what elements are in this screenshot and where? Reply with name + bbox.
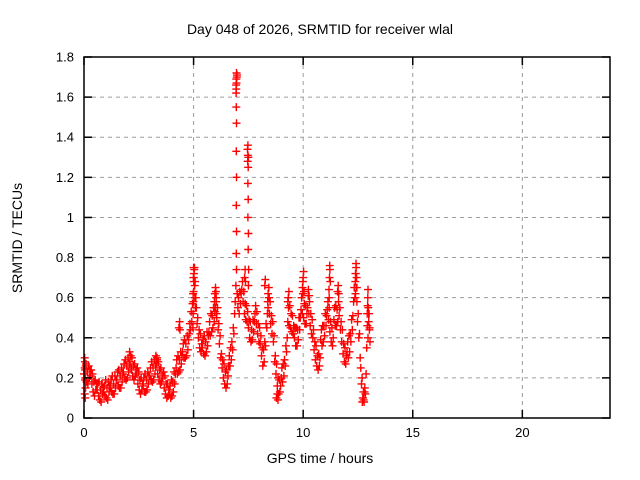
y-tick-label: 1 xyxy=(67,210,74,225)
x-tick-label: 5 xyxy=(190,425,197,440)
y-tick-label: 0.8 xyxy=(56,250,74,265)
y-tick-label: 0.6 xyxy=(56,290,74,305)
y-tick-label: 0.2 xyxy=(56,370,74,385)
y-tick-label: 0 xyxy=(67,411,74,426)
scatter-points xyxy=(80,69,374,406)
y-tick-label: 1.8 xyxy=(56,50,74,65)
y-tick-label: 1.6 xyxy=(56,90,74,105)
x-tick-label: 10 xyxy=(296,425,310,440)
y-tick-label: 1.4 xyxy=(56,130,74,145)
y-tick-label: 1.2 xyxy=(56,170,74,185)
x-tick-label: 0 xyxy=(80,425,87,440)
chart-title: Day 048 of 2026, SRMTID for receiver wla… xyxy=(186,21,454,37)
x-tick-label: 20 xyxy=(515,425,529,440)
x-tick-label: 15 xyxy=(406,425,420,440)
x-axis-label: GPS time / hours xyxy=(266,450,374,466)
plot-frame xyxy=(83,56,611,419)
y-tick-label: 0.4 xyxy=(56,330,74,345)
